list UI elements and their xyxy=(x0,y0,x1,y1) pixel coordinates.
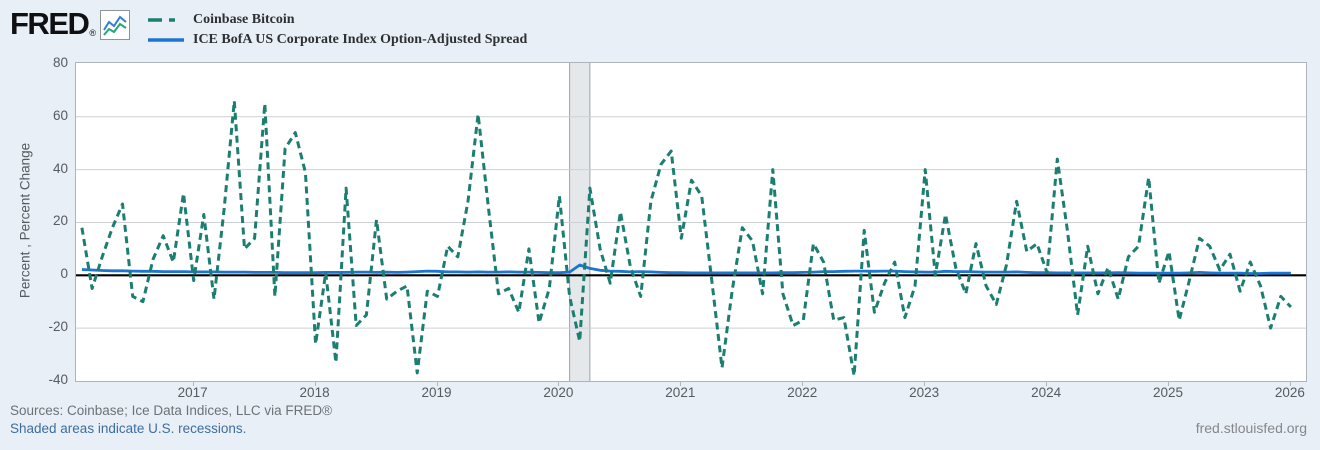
fred-logo[interactable]: FRED ® xyxy=(10,6,131,41)
x-tick-mark xyxy=(680,381,682,386)
legend-label-bitcoin: Coinbase Bitcoin xyxy=(193,12,295,27)
dashed-line-swatch-icon xyxy=(148,18,184,22)
x-tick-mark xyxy=(436,381,438,386)
x-tick-mark xyxy=(192,381,194,386)
y-tick-label: 0 xyxy=(60,266,68,282)
x-tick-mark xyxy=(924,381,926,386)
sources-text: Sources: Coinbase; Ice Data Indices, LLC… xyxy=(10,403,333,418)
x-tick-label: 2023 xyxy=(909,385,940,400)
x-tick-label: 2018 xyxy=(299,385,330,400)
site-url: fred.stlouisfed.org xyxy=(1195,420,1307,436)
chart-legend: Coinbase Bitcoin ICE BofA US Corporate I… xyxy=(148,11,527,51)
plot-area[interactable] xyxy=(75,62,1307,382)
x-tick-label: 2020 xyxy=(543,385,574,400)
x-tick-mark xyxy=(1046,381,1048,386)
legend-label-oas: ICE BofA US Corporate Index Option-Adjus… xyxy=(193,32,528,47)
registered-mark: ® xyxy=(89,28,97,38)
x-tick-label: 2017 xyxy=(177,385,208,400)
x-tick-label: 2024 xyxy=(1031,385,1062,400)
y-tick-label: 20 xyxy=(52,213,68,229)
x-tick-mark xyxy=(314,381,316,386)
x-tick-label: 2021 xyxy=(665,385,696,400)
x-tick-label: 2026 xyxy=(1274,385,1305,400)
solid-line-swatch-icon xyxy=(148,38,184,42)
y-tick-label: 40 xyxy=(52,160,68,176)
fred-chart-icon xyxy=(100,10,131,40)
x-tick-label: 2025 xyxy=(1152,385,1184,400)
legend-item-coinbase-bitcoin[interactable]: Coinbase Bitcoin xyxy=(148,11,527,29)
x-tick-mark xyxy=(802,381,804,386)
x-tick-label: 2019 xyxy=(421,385,452,400)
y-tick-label: -40 xyxy=(48,371,68,387)
x-tick-mark xyxy=(558,381,560,386)
x-tick-mark xyxy=(1168,381,1170,386)
fred-logo-text: FRED xyxy=(10,6,90,41)
legend-item-oas[interactable]: ICE BofA US Corporate Index Option-Adjus… xyxy=(148,31,527,49)
recession-note-link[interactable]: Shaded areas indicate U.S. recessions. xyxy=(10,421,247,436)
y-tick-label: 80 xyxy=(52,54,68,70)
x-tick-label: 2022 xyxy=(787,385,818,400)
chart-canvas[interactable] xyxy=(76,63,1306,381)
x-tick-mark xyxy=(1289,381,1291,386)
y-tick-label: 60 xyxy=(52,107,68,123)
y-tick-label: -20 xyxy=(48,319,68,335)
